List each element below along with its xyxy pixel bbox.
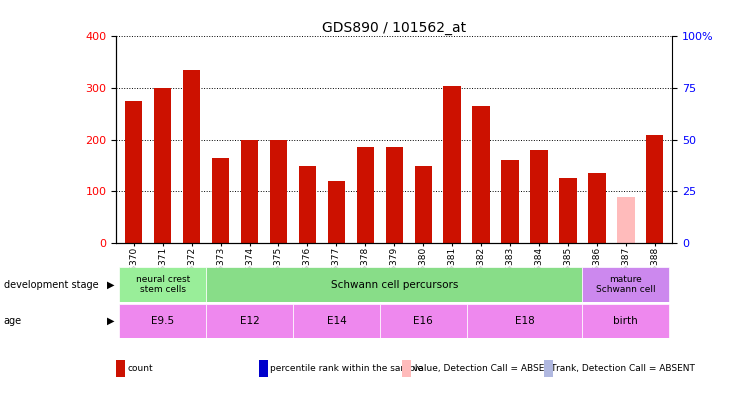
- Bar: [125, 101, 143, 243]
- Text: rank, Detection Call = ABSENT: rank, Detection Call = ABSENT: [556, 364, 695, 373]
- Text: E9.5: E9.5: [151, 316, 174, 326]
- Text: age: age: [4, 316, 22, 326]
- Bar: [583, 267, 669, 302]
- Text: ▶: ▶: [107, 279, 115, 290]
- Text: E14: E14: [327, 316, 346, 326]
- Text: count: count: [128, 364, 153, 373]
- Bar: [530, 150, 547, 243]
- Text: percentile rank within the sample: percentile rank within the sample: [270, 364, 424, 373]
- Bar: [183, 70, 201, 243]
- Bar: [293, 304, 380, 338]
- Text: E16: E16: [413, 316, 433, 326]
- Bar: [559, 179, 577, 243]
- Text: E12: E12: [240, 316, 259, 326]
- Text: mature
Schwann cell: mature Schwann cell: [596, 275, 656, 294]
- Text: development stage: development stage: [4, 279, 98, 290]
- Bar: [270, 140, 287, 243]
- Bar: [472, 106, 490, 243]
- Bar: [206, 304, 293, 338]
- Bar: [502, 160, 519, 243]
- Bar: [154, 88, 171, 243]
- Title: GDS890 / 101562_at: GDS890 / 101562_at: [322, 21, 466, 35]
- Bar: [299, 166, 316, 243]
- Text: ▶: ▶: [107, 316, 115, 326]
- Text: neural crest
stem cells: neural crest stem cells: [136, 275, 190, 294]
- Text: birth: birth: [614, 316, 638, 326]
- Text: value, Detection Call = ABSENT: value, Detection Call = ABSENT: [413, 364, 556, 373]
- Bar: [444, 85, 461, 243]
- Bar: [206, 267, 583, 302]
- Bar: [212, 158, 229, 243]
- Bar: [357, 147, 374, 243]
- Bar: [646, 134, 663, 243]
- Bar: [380, 304, 466, 338]
- Text: E18: E18: [514, 316, 535, 326]
- Bar: [119, 267, 206, 302]
- Text: Schwann cell percursors: Schwann cell percursors: [330, 279, 458, 290]
- Bar: [241, 140, 258, 243]
- Bar: [588, 173, 605, 243]
- Bar: [327, 181, 345, 243]
- Bar: [119, 304, 206, 338]
- Bar: [415, 166, 432, 243]
- Bar: [617, 196, 635, 243]
- Bar: [583, 304, 669, 338]
- Bar: [385, 147, 403, 243]
- Bar: [466, 304, 583, 338]
